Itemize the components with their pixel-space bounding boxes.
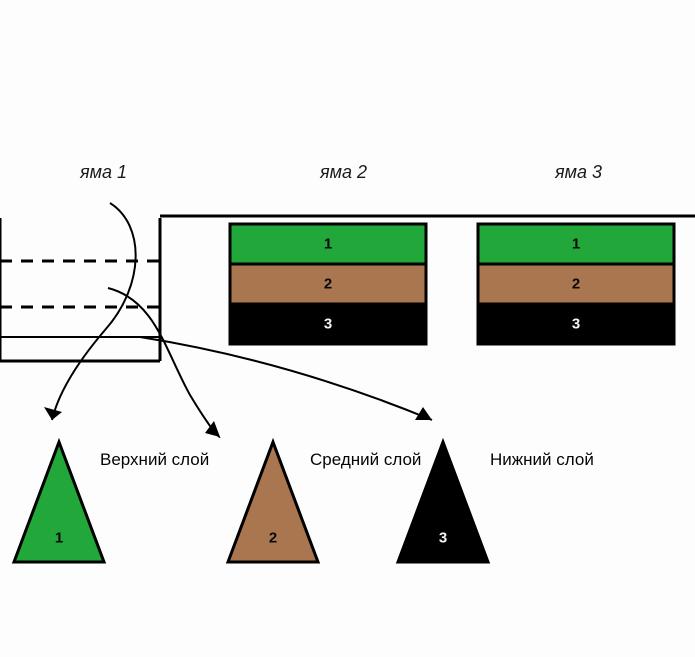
caption-middle-layer: Средний слой [310, 450, 421, 470]
caption-top-layer: Верхний слой [100, 450, 209, 470]
pit2-layer-3-label: 3 [324, 316, 332, 333]
arrow-to-bottom-layer [140, 337, 432, 420]
pit-title-2: яма 2 [320, 162, 367, 183]
pile-2-label: 2 [269, 530, 277, 547]
pit2-layer-1-label: 1 [324, 236, 332, 253]
arrow-to-top-layer [52, 203, 136, 420]
pit3-layer-2-label: 2 [572, 276, 580, 293]
pit3-layer-3-label: 3 [572, 316, 580, 333]
arrow-to-top-layer-head [44, 407, 62, 420]
pit-title-3: яма 3 [555, 162, 602, 183]
arrow-to-middle-layer [108, 288, 220, 437]
pit-title-1: яма 1 [80, 162, 127, 183]
pit2-layer-2-label: 2 [324, 276, 332, 293]
diagram-canvas: 1 2 3 1 2 3 1 2 3 [0, 0, 695, 657]
caption-bottom-layer: Нижний слой [490, 450, 594, 470]
pile-3-label: 3 [439, 530, 447, 547]
pile-1-label: 1 [55, 530, 63, 547]
pit3-layer-1-label: 1 [572, 236, 580, 253]
